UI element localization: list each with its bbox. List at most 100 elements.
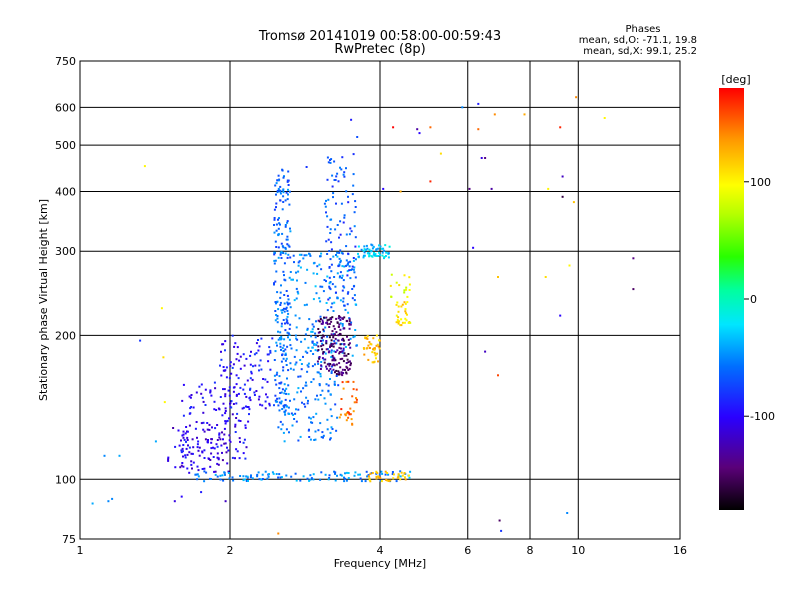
data-point bbox=[245, 395, 248, 398]
data-point bbox=[286, 302, 289, 305]
data-point bbox=[286, 220, 289, 223]
data-point bbox=[282, 369, 285, 372]
data-point bbox=[321, 431, 324, 434]
data-point bbox=[339, 413, 342, 416]
data-point bbox=[239, 440, 241, 443]
data-point bbox=[346, 274, 349, 277]
data-point bbox=[324, 402, 327, 405]
data-point bbox=[196, 446, 199, 449]
data-point bbox=[189, 407, 192, 410]
data-point bbox=[251, 378, 254, 381]
data-point bbox=[203, 467, 206, 470]
data-point bbox=[350, 362, 352, 365]
data-point bbox=[285, 306, 288, 309]
data-point bbox=[214, 427, 217, 430]
data-point bbox=[216, 462, 219, 465]
data-point bbox=[278, 189, 281, 192]
data-point bbox=[195, 421, 198, 423]
data-point bbox=[336, 474, 338, 477]
data-point bbox=[325, 316, 328, 319]
data-point bbox=[389, 479, 392, 482]
data-point bbox=[245, 480, 248, 482]
data-point bbox=[331, 428, 334, 430]
data-point bbox=[282, 246, 285, 249]
data-point bbox=[343, 286, 346, 289]
data-point bbox=[346, 366, 349, 369]
data-point bbox=[173, 500, 176, 503]
data-point bbox=[283, 404, 286, 407]
data-point bbox=[318, 356, 321, 358]
data-point bbox=[224, 420, 227, 423]
data-point bbox=[302, 387, 305, 390]
data-point bbox=[279, 296, 282, 299]
data-point bbox=[331, 364, 334, 367]
data-point bbox=[316, 371, 319, 374]
data-point bbox=[319, 340, 322, 342]
data-point bbox=[216, 456, 219, 459]
data-point bbox=[332, 336, 335, 339]
data-point bbox=[266, 353, 269, 356]
data-point bbox=[322, 352, 324, 355]
data-point bbox=[273, 253, 276, 256]
data-point bbox=[350, 230, 353, 233]
data-point bbox=[397, 305, 400, 308]
data-point bbox=[285, 290, 288, 292]
data-point bbox=[347, 311, 350, 314]
data-point bbox=[328, 474, 331, 477]
y-axis-label: Stationary phase Virtual Height [km] bbox=[37, 199, 50, 401]
data-point bbox=[274, 310, 277, 312]
data-point bbox=[273, 374, 276, 377]
data-point bbox=[287, 369, 290, 372]
data-point bbox=[407, 474, 410, 477]
data-point bbox=[326, 156, 329, 159]
data-point bbox=[288, 338, 291, 341]
data-point bbox=[281, 347, 284, 350]
data-point bbox=[342, 338, 345, 341]
data-point bbox=[284, 389, 286, 392]
data-point bbox=[329, 228, 332, 231]
data-point bbox=[338, 371, 341, 374]
data-point bbox=[372, 245, 375, 248]
data-point bbox=[325, 211, 327, 214]
data-point bbox=[281, 245, 284, 248]
data-point bbox=[392, 477, 395, 480]
data-point bbox=[280, 325, 283, 328]
data-point bbox=[350, 269, 352, 271]
data-point bbox=[273, 262, 276, 265]
data-point bbox=[338, 257, 341, 260]
data-point bbox=[342, 297, 345, 300]
data-point bbox=[261, 473, 264, 476]
data-point bbox=[348, 360, 351, 363]
data-point bbox=[179, 466, 182, 469]
data-point bbox=[284, 225, 287, 228]
data-point bbox=[382, 187, 385, 190]
data-point bbox=[250, 474, 252, 477]
data-point bbox=[289, 362, 292, 365]
data-point bbox=[575, 96, 578, 99]
data-point bbox=[372, 348, 374, 351]
data-point bbox=[282, 252, 285, 254]
data-point bbox=[283, 338, 286, 341]
data-point bbox=[326, 418, 329, 421]
data-point bbox=[305, 254, 308, 257]
data-point bbox=[325, 321, 328, 324]
data-point bbox=[302, 355, 304, 358]
data-point bbox=[403, 301, 406, 304]
data-point bbox=[219, 364, 221, 367]
data-point bbox=[353, 225, 356, 228]
data-point bbox=[284, 199, 287, 202]
data-point bbox=[239, 355, 242, 358]
data-point bbox=[281, 388, 284, 391]
data-point bbox=[328, 296, 331, 299]
data-point bbox=[235, 402, 238, 405]
data-point bbox=[328, 336, 331, 339]
data-point bbox=[277, 174, 280, 177]
data-point bbox=[404, 317, 407, 320]
data-point bbox=[280, 335, 283, 338]
data-point bbox=[294, 472, 297, 475]
data-point bbox=[331, 174, 334, 177]
data-point bbox=[234, 423, 237, 426]
data-point bbox=[275, 400, 278, 403]
data-point bbox=[329, 367, 332, 370]
data-point bbox=[255, 352, 258, 355]
